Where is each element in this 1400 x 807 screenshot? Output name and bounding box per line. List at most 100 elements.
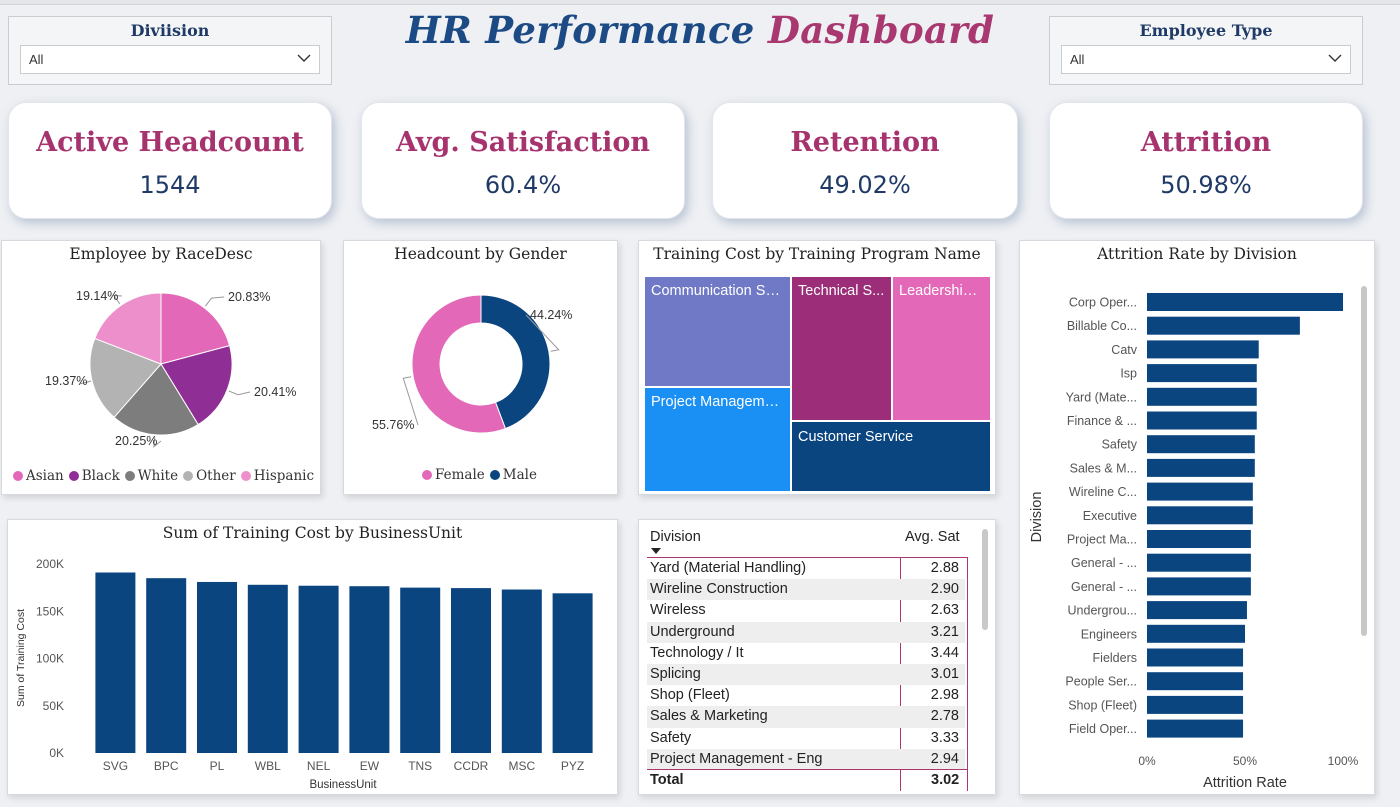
data-label: 19.37% <box>45 374 87 388</box>
table-cell-avg-sat: 2.94 <box>930 750 959 767</box>
legend-dot <box>489 470 500 480</box>
table-cell-division: Project Management - Eng <box>650 750 823 767</box>
table-row[interactable]: Underground 3.21 <box>647 621 965 643</box>
table-cell-division: Safety <box>650 729 692 746</box>
sort-desc-icon[interactable] <box>650 547 662 555</box>
table-row[interactable]: Splicing 3.01 <box>647 664 965 686</box>
kpi-value: 49.02% <box>819 171 911 199</box>
treemap-tile[interactable]: Leadership ... <box>892 276 991 421</box>
table-row[interactable]: Safety 3.33 <box>647 728 965 749</box>
division-dropdown-value: All <box>29 52 44 67</box>
legend-item[interactable]: Hispanic <box>240 468 314 484</box>
bar <box>1147 577 1251 596</box>
chevron-down-icon <box>1328 54 1342 62</box>
legend-label: White <box>137 468 179 484</box>
leader-line <box>113 295 123 305</box>
y-tick-label: General - ... <box>1071 556 1137 570</box>
table-cell-avg-sat: 3.21 <box>930 623 959 640</box>
gender-donut-chart: 44.24% 55.76% <box>372 294 572 434</box>
bar <box>552 593 593 753</box>
legend-item[interactable]: White <box>124 468 179 484</box>
x-tick-label: 0% <box>1138 754 1156 768</box>
table-row[interactable]: Technology / It 3.44 <box>647 643 965 664</box>
top-strip <box>0 0 1400 5</box>
treemap-tile[interactable]: Technical S... <box>791 276 892 421</box>
data-label: 55.76% <box>372 418 414 432</box>
table-row[interactable]: Wireline Construction 2.90 <box>647 579 965 601</box>
table-cell-avg-sat: 2.63 <box>930 602 959 619</box>
chart-title: Headcount by Gender <box>394 245 567 263</box>
x-axis-label: BusinessUnit <box>309 779 377 791</box>
bar <box>1147 624 1245 643</box>
treemap-tile[interactable]: Project Manageme... <box>644 387 791 492</box>
chart-title: Training Cost by Training Program Name <box>653 245 981 263</box>
x-tick-label: 100% <box>1328 754 1359 768</box>
bar <box>1147 553 1251 572</box>
data-label: 20.25% <box>115 434 157 448</box>
treemap-tile[interactable]: Customer Service <box>791 421 991 492</box>
table-cell-avg-sat: 3.33 <box>930 729 959 746</box>
donut-slice <box>411 294 507 434</box>
bar <box>1147 387 1257 406</box>
table-cell-avg-sat: 3.01 <box>930 666 959 682</box>
legend-dot <box>183 471 194 481</box>
y-tick-label: 50K <box>43 699 64 713</box>
table-total-value: 3.02 <box>931 772 960 788</box>
legend-dot <box>68 471 79 481</box>
table-row[interactable]: Wireless 2.63 <box>647 600 965 621</box>
division-dropdown[interactable]: All <box>20 45 320 74</box>
x-tick-label: PL <box>210 759 225 773</box>
x-tick-label: BPC <box>154 759 179 773</box>
legend-item[interactable]: Male <box>489 467 537 483</box>
page-title-part1: HR Performance <box>405 8 755 52</box>
bar <box>1147 458 1255 477</box>
bar <box>1147 435 1255 454</box>
table-header-division[interactable]: Division <box>650 529 701 545</box>
employee-type-dropdown[interactable]: All <box>1061 45 1351 74</box>
legend-item[interactable]: Other <box>183 468 236 484</box>
x-tick-label: NEL <box>307 759 331 773</box>
y-tick-label: Catv <box>1111 343 1137 357</box>
treemap-tile[interactable]: Communication Sk... <box>644 276 791 387</box>
kpi-value: 50.98% <box>1160 171 1252 199</box>
table-header-avg-sat[interactable]: Avg. Sat <box>905 529 960 545</box>
kpi-label: Active Headcount <box>36 127 304 158</box>
kpi-card-attrition: Attrition 50.98% <box>1049 102 1363 219</box>
legend-item[interactable]: Asian <box>13 468 64 484</box>
y-tick-label: Wireline C... <box>1069 485 1137 499</box>
table-header-divider <box>647 557 968 558</box>
scrollbar[interactable] <box>1361 286 1367 636</box>
bar <box>400 587 441 753</box>
table-row[interactable]: Project Management - Eng 2.94 <box>647 748 965 770</box>
training-treemap-panel: Training Cost by Training Program Name C… <box>638 240 996 495</box>
x-tick-label: MSC <box>508 759 535 773</box>
bar <box>1147 719 1244 738</box>
pie-slice <box>160 292 231 365</box>
y-tick-label: Field Oper... <box>1069 722 1137 736</box>
y-tick-label: 150K <box>36 604 64 618</box>
y-tick-label: General - ... <box>1071 580 1137 594</box>
data-label: 19.14% <box>76 289 118 303</box>
bar <box>1147 530 1251 548</box>
bar <box>95 572 136 753</box>
kpi-value: 1544 <box>139 171 201 199</box>
chart-title: Employee by RaceDesc <box>69 245 253 263</box>
leader-line <box>402 376 419 426</box>
y-tick-label: Yard (Mate... <box>1066 390 1137 404</box>
bar <box>1147 293 1343 311</box>
scrollbar[interactable] <box>982 529 988 630</box>
legend-item[interactable]: Black <box>68 468 120 484</box>
pie-slice <box>89 337 162 418</box>
legend-label: Asian <box>26 468 64 484</box>
legend-item[interactable]: Female <box>422 467 485 483</box>
y-axis-label: Sum of Training Cost <box>15 609 27 707</box>
leader-line <box>80 380 92 385</box>
business-unit-bar-chart: 0K 50K 100K 150K 200K SVG BPC PL WBL NEL EW TNS CCDR… <box>15 557 593 791</box>
legend-dot <box>240 471 251 481</box>
legend-dot <box>124 471 135 481</box>
pie-slice <box>160 344 233 426</box>
table-row[interactable]: Shop (Fleet) 2.98 <box>647 685 965 706</box>
table-row[interactable]: Sales & Marketing 2.78 <box>647 706 965 728</box>
table-row[interactable]: Yard (Material Handling) 2.88 <box>647 558 965 579</box>
leader-line <box>228 390 251 396</box>
